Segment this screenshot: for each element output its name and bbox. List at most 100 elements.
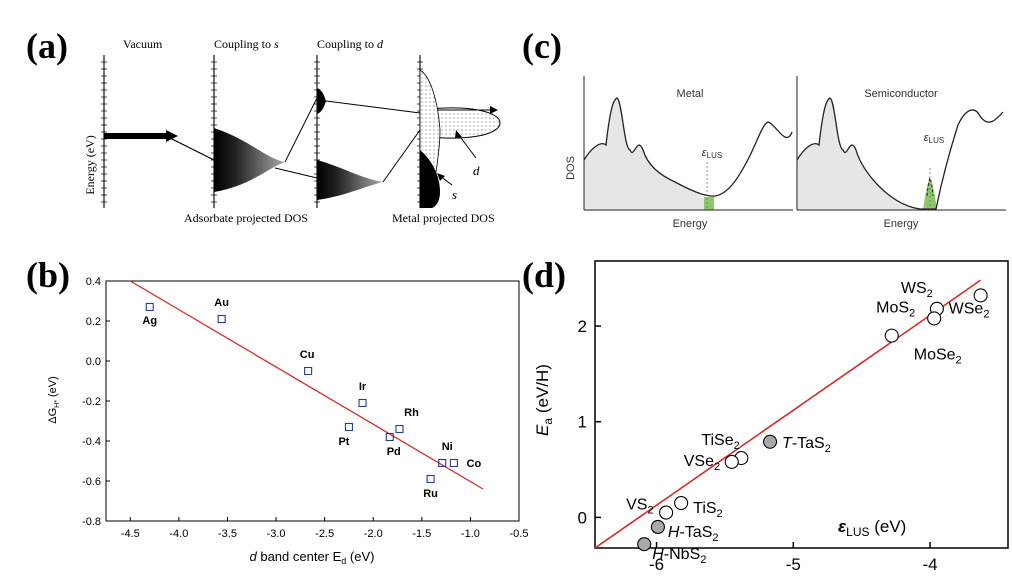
d-ytick-label: 1 — [578, 413, 587, 432]
b-xtick-label: -2.0 — [364, 528, 383, 540]
pointer-d — [457, 133, 477, 159]
label-coupling-d: Coupling to d — [317, 37, 384, 51]
d-point-label: H-NbS2 — [652, 546, 706, 566]
connector-lower — [274, 167, 318, 179]
d-point-marker — [884, 328, 899, 343]
b-xticks: -4.5 -4.0 -3.5 -3.0 -2.5 -2.0 -1.5 -1.0 -0.5 — [121, 517, 529, 540]
d-point-label: T-TaS2 — [782, 435, 831, 455]
b-yticks: 0.4 0.2 0.0 -0.2 -0.4 -0.6 -0.8 — [82, 276, 110, 528]
b-ytick-label: -0.4 — [82, 436, 101, 448]
d-point-label: MoSe2 — [914, 347, 962, 367]
d-point-marker — [724, 454, 739, 469]
panel-d: (d) 0 1 2 -6 -5 -4 WS2 WSe2 MoS2 MoSe2 TiSe2VSe2… — [522, 255, 1009, 574]
b-xtick-label: -2.5 — [315, 528, 334, 540]
d-point-marker — [650, 519, 665, 535]
b-ylabel: ΔGH* (eV) — [47, 376, 61, 424]
metal-dos-filled — [584, 98, 707, 210]
bonding-peak-lower — [317, 160, 383, 200]
b-ytick-label: -0.8 — [82, 516, 101, 528]
b-xtick-label: -4.5 — [121, 528, 140, 540]
b-xtick-label: -1.5 — [412, 528, 431, 540]
metal-xlabel: Energy — [673, 218, 708, 230]
d-point-label: VSe2 — [684, 453, 720, 473]
d-point-marker — [674, 495, 689, 511]
d-point-label: WS2 — [901, 280, 933, 300]
semi-dos-curve — [796, 97, 1004, 210]
d-xlabel: εLUS (eV) — [838, 517, 906, 539]
d-point-marker — [637, 537, 652, 552]
b-ytick-label: 0.0 — [86, 356, 101, 368]
ylabel-dos: DOS — [565, 156, 577, 180]
panel-label-a: (a) — [26, 26, 68, 66]
panel-a: (a) Vacuum Coupling to s Coupling to d E… — [26, 26, 501, 225]
b-ytick-label: -0.6 — [82, 476, 101, 488]
adsorbate-level-arrow-head — [166, 130, 178, 142]
panel-label-d: (d) — [522, 255, 566, 295]
d-ytick-label: 2 — [578, 317, 587, 336]
b-point-label: Pd — [387, 446, 401, 458]
b-point-label: Ru — [423, 488, 438, 500]
b-xtick-label: -1.0 — [461, 528, 480, 540]
metal-s-band-filled — [420, 150, 440, 208]
b-ytick-label: -0.2 — [82, 396, 101, 408]
label-coupling-s: Coupling to s — [214, 37, 279, 51]
bonding-peak-upper — [317, 88, 326, 114]
b-point-label: Cu — [300, 349, 315, 361]
d-yticks: 0 1 2 — [578, 317, 601, 527]
b-point-marker — [304, 366, 313, 376]
label-metal-dos: Metal projected DOS — [392, 211, 495, 225]
energy-axes — [101, 55, 423, 208]
semi-lus-dashed-peak — [926, 176, 934, 197]
d-xtick-label: -5 — [786, 555, 801, 574]
d-point-label: VS2 — [626, 497, 653, 517]
b-point-label: Au — [214, 297, 229, 309]
b-point-marker — [344, 422, 353, 432]
b-point-marker — [438, 458, 447, 468]
d-point-label: TiSe2 — [701, 432, 739, 452]
b-point-label: Pt — [338, 436, 349, 448]
b-point-label: Ir — [359, 381, 367, 393]
subplot-metal: Metal εLUS Energy — [583, 76, 793, 230]
label-vacuum: Vacuum — [123, 37, 163, 51]
label-adsorbate-dos: Adsorbate projected DOS — [184, 211, 308, 225]
d-ylabel: Ea (eV/H) — [533, 364, 555, 436]
b-point-label: Co — [467, 458, 482, 470]
semi-dos-filled — [797, 98, 920, 210]
metal-lus-label: εLUS — [702, 147, 722, 160]
d-xticks: -6 -5 -4 — [649, 542, 938, 574]
b-xtick-label: -0.5 — [510, 528, 529, 540]
d-point-marker — [659, 505, 674, 520]
d-xtick-label: -4 — [922, 555, 937, 574]
adsorbate-dos-broad — [214, 128, 285, 192]
b-xtick-label: -3.5 — [218, 528, 237, 540]
b-ytick-label: 0.2 — [86, 316, 101, 328]
vacuum-connector — [165, 135, 215, 161]
subplot-semiconductor: Semiconductor εLUS Energy — [796, 76, 1006, 230]
d-ytick-label: 0 — [578, 508, 587, 527]
band-label-d: d — [473, 163, 480, 178]
semi-title: Semiconductor — [864, 88, 938, 100]
metal-dos-curve — [583, 97, 793, 197]
b-xlabel: d band center Ed (eV) — [250, 549, 375, 566]
ylabel-energy: Energy (eV) — [83, 135, 97, 194]
metal-lus-green — [704, 197, 714, 210]
b-point-label: Ag — [142, 315, 157, 327]
b-xtick-label: -3.0 — [267, 528, 286, 540]
d-fit-line — [594, 279, 982, 549]
d-point-label: MoS2 — [876, 299, 915, 319]
pointer-s-head — [437, 173, 445, 181]
b-point-marker — [426, 474, 435, 484]
metal-title: Metal — [677, 88, 704, 100]
d-plot-frame — [594, 260, 1009, 549]
b-ytick-label: 0.4 — [86, 276, 101, 288]
b-point-marker — [385, 432, 394, 442]
b-fit-line — [129, 280, 484, 490]
d-point-label: WSe2 — [949, 300, 990, 320]
panel-label-b: (b) — [26, 255, 70, 295]
d-point-marker — [762, 434, 778, 449]
b-point-marker — [358, 398, 367, 408]
d-point-marker — [973, 288, 988, 303]
panel-label-c: (c) — [522, 26, 562, 66]
